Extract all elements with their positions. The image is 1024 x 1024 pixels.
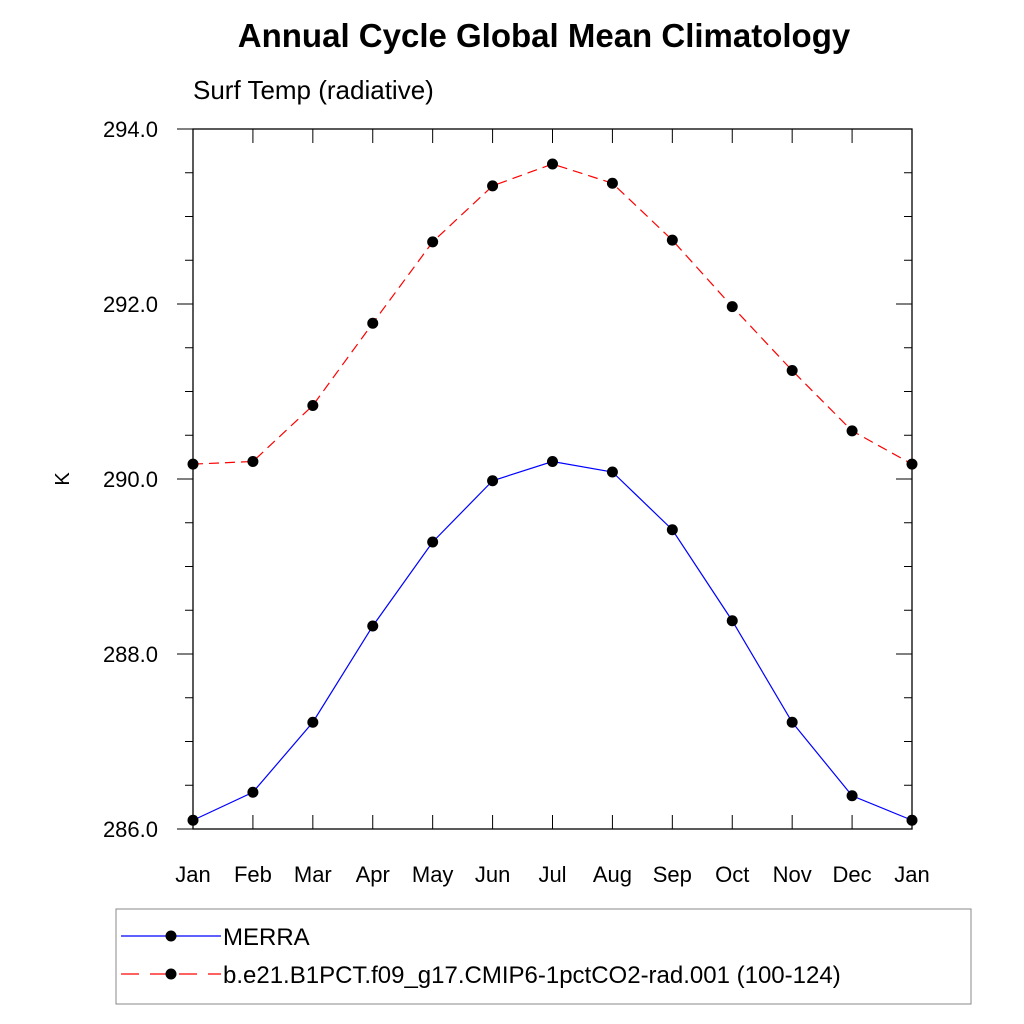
x-tick-label: Oct: [715, 862, 749, 887]
x-tick-label: May: [412, 862, 454, 887]
series-1-point: [187, 814, 199, 826]
series-1-point: [547, 456, 558, 467]
x-tick-label: Nov: [773, 862, 812, 887]
y-tick-label: 292.0: [103, 292, 158, 317]
y-axis-label: K: [52, 472, 74, 486]
legend-label-1: MERRA: [223, 924, 310, 951]
x-tick-label: Apr: [356, 862, 390, 887]
legend: MERRA b.e21.B1PCT.f09_g17.CMIP6-1pctCO2-r…: [121, 924, 841, 989]
series-1-point: [846, 790, 858, 802]
series-2-point: [846, 425, 858, 437]
x-tick-label: Feb: [234, 862, 272, 887]
series-1-point: [726, 615, 738, 627]
series-1-point: [906, 814, 918, 826]
x-tick-label: Sep: [653, 862, 692, 887]
y-tick-label: 294.0: [103, 117, 158, 142]
series-2-point: [547, 158, 558, 170]
series-2-point: [367, 317, 379, 329]
chart-subtitle: Surf Temp (radiative): [193, 75, 434, 105]
axes: Jan Feb Mar Apr May Jun Jul Aug Sep Oct Nov Dec Jan 2…: [103, 117, 930, 887]
chart-title: Annual Cycle Global Mean Climatology: [238, 17, 851, 54]
series-2-point: [487, 180, 499, 192]
legend-marker-1: [165, 930, 177, 942]
series-1-point: [606, 466, 618, 478]
series-1-point: [786, 716, 798, 728]
series-2-point: [726, 301, 738, 313]
series-2-point: [307, 400, 319, 411]
x-tick-label: Dec: [833, 862, 872, 887]
legend-label-2: b.e21.B1PCT.f09_g17.CMIP6-1pctCO2-rad.00…: [223, 962, 841, 989]
series-line-2: [192, 163, 913, 465]
legend-box: [115, 908, 972, 1005]
series-2-point: [427, 236, 439, 248]
series-2-point: [606, 177, 618, 189]
series-line-1: [192, 460, 913, 821]
y-tick-label: 290.0: [103, 467, 158, 492]
series-2-point: [786, 365, 798, 376]
y-tick-label: 288.0: [103, 642, 158, 667]
x-tick-label: Mar: [294, 862, 332, 887]
y-tick-label: 286.0: [103, 817, 158, 842]
series-2-point: [906, 458, 918, 470]
x-tick-label: Jan: [175, 862, 210, 887]
series-layer: [187, 158, 918, 826]
x-tick-label: Jul: [538, 862, 566, 887]
legend-marker-2: [165, 968, 177, 980]
series-1-point: [367, 620, 379, 632]
series-1-point: [247, 786, 259, 798]
x-tick-label: Aug: [593, 862, 632, 887]
series-2-point: [247, 456, 259, 467]
series-1-point: [666, 524, 678, 536]
series-1-point: [307, 716, 319, 728]
plot-frame: [192, 128, 913, 830]
series-2-point: [187, 458, 199, 470]
x-tick-label: Jun: [475, 862, 510, 887]
series-1-point: [427, 536, 439, 548]
x-tick-label: Jan: [894, 862, 929, 887]
series-1-point: [487, 475, 499, 487]
series-2-point: [666, 234, 678, 246]
